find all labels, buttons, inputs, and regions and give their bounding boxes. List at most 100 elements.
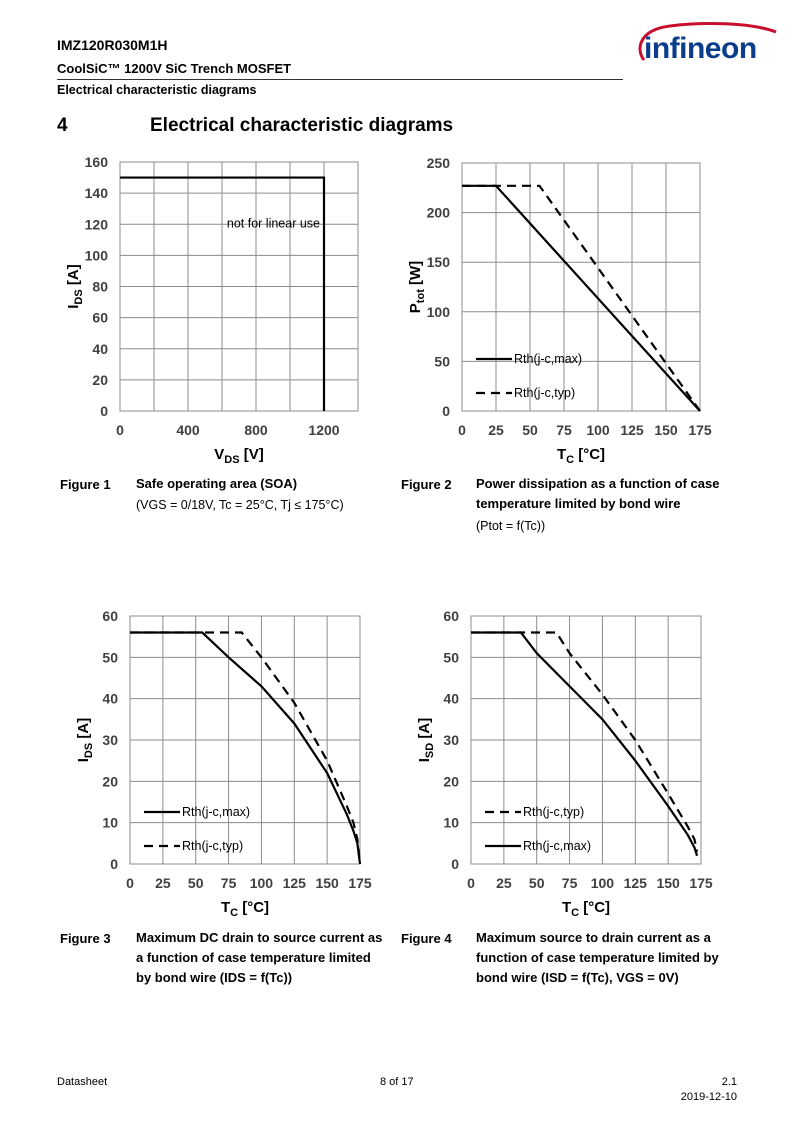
series-line-typ xyxy=(471,631,699,852)
x-tick-label: 150 xyxy=(656,875,680,891)
page-number: 8 of 17 xyxy=(380,1076,414,1088)
y-tick-label: 50 xyxy=(102,649,118,665)
y-axis-label: ISD [A] xyxy=(416,718,436,762)
figure-1-caption: Safe operating area (SOA) xyxy=(136,476,298,491)
x-tick-label: 100 xyxy=(586,422,610,438)
x-tick-label: 125 xyxy=(283,875,307,891)
x-tick-label: 150 xyxy=(315,875,339,891)
plot-frame xyxy=(461,162,701,412)
x-tick-label: 175 xyxy=(689,875,713,891)
y-tick-label: 10 xyxy=(443,815,459,831)
figure-2-caption: Power dissipation as a function of case … xyxy=(476,476,720,511)
y-tick-label: 200 xyxy=(427,205,451,221)
legend-label: Rth(j-c,max) xyxy=(182,805,250,819)
y-axis-label: IDS [A] xyxy=(65,264,85,308)
legend-label: Rth(j-c,max) xyxy=(523,839,591,853)
x-tick-label: 400 xyxy=(176,422,200,438)
y-tick-label: 50 xyxy=(434,353,450,369)
infineon-logo: infineon xyxy=(630,20,778,76)
y-tick-label: 20 xyxy=(92,372,108,388)
x-tick-label: 75 xyxy=(556,422,572,438)
x-axis-label: TC [°C] xyxy=(562,899,610,919)
y-tick-label: 40 xyxy=(92,341,108,357)
y-tick-label: 30 xyxy=(102,732,118,748)
figure-3-caption: Maximum DC drain to source current as a … xyxy=(136,930,383,985)
series-line-max xyxy=(130,631,362,865)
y-tick-label: 40 xyxy=(102,691,118,707)
y-tick-label: 160 xyxy=(85,154,109,170)
x-tick-label: 800 xyxy=(244,422,268,438)
x-tick-label: 150 xyxy=(654,422,678,438)
y-tick-label: 30 xyxy=(443,732,459,748)
x-tick-label: 75 xyxy=(562,875,578,891)
x-tick-label: 50 xyxy=(529,875,545,891)
x-axis-label: TC [°C] xyxy=(557,446,605,466)
y-tick-label: 0 xyxy=(100,403,108,419)
legend-label: Rth(j-c,typ) xyxy=(514,386,575,400)
x-tick-label: 175 xyxy=(688,422,712,438)
y-axis-label: Ptot [W] xyxy=(407,261,427,313)
x-tick-label: 100 xyxy=(250,875,274,891)
y-tick-label: 0 xyxy=(110,856,118,872)
y-tick-label: 140 xyxy=(85,185,109,201)
x-tick-label: 25 xyxy=(155,875,171,891)
x-tick-label: 0 xyxy=(458,422,466,438)
legend-label: Rth(j-c,typ) xyxy=(182,839,243,853)
x-tick-label: 25 xyxy=(488,422,504,438)
series-line-typ xyxy=(462,184,701,412)
y-tick-label: 60 xyxy=(92,310,108,326)
y-tick-label: 40 xyxy=(443,691,459,707)
y-tick-label: 100 xyxy=(427,304,451,320)
series-line-max xyxy=(471,631,699,857)
y-tick-label: 0 xyxy=(442,403,450,419)
figure-2-label: Figure 2 xyxy=(401,477,452,492)
figure-4-caption: Maximum source to drain current as a fun… xyxy=(476,930,719,985)
figure-2-conditions: (Ptot = f(Tc)) xyxy=(476,519,546,533)
figure-1-conditions: (VGS = 0/18V, Tc = 25°C, Tj ≤ 175°C) xyxy=(136,498,344,512)
plot-frame xyxy=(129,615,361,865)
y-tick-label: 50 xyxy=(443,649,459,665)
legend-label: Rth(j-c,typ) xyxy=(523,805,584,819)
series-line-typ xyxy=(130,631,362,865)
x-tick-label: 0 xyxy=(467,875,475,891)
plot-frame xyxy=(470,615,702,865)
x-axis-label: TC [°C] xyxy=(221,899,269,919)
plot-frame xyxy=(119,161,359,412)
x-tick-label: 50 xyxy=(522,422,538,438)
section-number: 4 xyxy=(57,115,68,136)
part-number: IMZ120R030M1H xyxy=(57,37,168,53)
y-tick-label: 60 xyxy=(102,608,118,624)
section-breadcrumb: Electrical characteristic diagrams xyxy=(57,83,257,97)
x-tick-label: 75 xyxy=(221,875,237,891)
footer-version: 2.1 xyxy=(721,1076,737,1088)
y-axis-label: IDS [A] xyxy=(75,718,95,762)
y-tick-label: 80 xyxy=(92,279,108,295)
figure-1-label: Figure 1 xyxy=(60,477,111,492)
x-tick-label: 0 xyxy=(116,422,124,438)
x-tick-label: 50 xyxy=(188,875,204,891)
document-subtitle: CoolSiC™ 1200V SiC Trench MOSFET xyxy=(57,61,292,76)
y-tick-label: 100 xyxy=(85,247,109,263)
y-tick-label: 120 xyxy=(85,216,109,232)
y-tick-label: 10 xyxy=(102,815,118,831)
x-tick-label: 0 xyxy=(126,875,134,891)
legend-label: Rth(j-c,max) xyxy=(514,352,582,366)
header-divider xyxy=(57,79,623,80)
figure-4-label: Figure 4 xyxy=(401,931,452,946)
x-tick-label: 100 xyxy=(591,875,615,891)
x-tick-label: 175 xyxy=(348,875,372,891)
x-tick-label: 125 xyxy=(620,422,644,438)
y-tick-label: 150 xyxy=(427,254,451,270)
y-tick-label: 60 xyxy=(443,608,459,624)
section-title: Electrical characteristic diagrams xyxy=(150,115,454,136)
y-tick-label: 20 xyxy=(443,773,459,789)
y-tick-label: 250 xyxy=(427,155,451,171)
logo-wordmark: infineon xyxy=(644,32,757,65)
annotation-label: not for linear use xyxy=(227,216,320,230)
x-tick-label: 1200 xyxy=(308,422,339,438)
footer-doc-type: Datasheet xyxy=(57,1076,108,1088)
x-axis-label: VDS [V] xyxy=(214,446,263,466)
